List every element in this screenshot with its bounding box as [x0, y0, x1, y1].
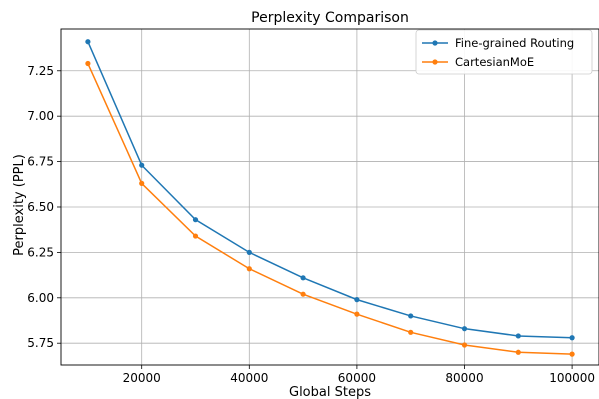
legend-marker-fine-grained-routing — [432, 40, 438, 46]
data-point-fine-grained-routing — [408, 313, 414, 319]
data-point-cartesianmoe — [139, 180, 145, 186]
data-point-fine-grained-routing — [85, 39, 91, 45]
x-axis-title: Global Steps — [289, 385, 371, 399]
series-line-cartesianmoe — [87, 63, 573, 355]
data-point-fine-grained-routing — [461, 326, 468, 332]
y-tick-label: 5.75 — [27, 336, 54, 350]
x-tick-label: 40000 — [230, 371, 268, 385]
legend-label-cartesianmoe: CartesianMoE — [455, 55, 534, 69]
data-point-cartesianmoe — [300, 291, 306, 297]
data-point-cartesianmoe — [569, 351, 575, 357]
x-tick-label: 20000 — [123, 371, 161, 385]
series-line-fine-grained-routing — [87, 41, 573, 339]
grid-lines — [61, 29, 599, 365]
series-lines — [85, 39, 575, 357]
x-tick-label: 60000 — [338, 371, 376, 385]
y-axis-title: Perplexity (PPL) — [12, 154, 27, 256]
data-point-fine-grained-routing — [192, 217, 199, 223]
y-tick-label: 7.25 — [27, 64, 54, 78]
data-point-cartesianmoe — [354, 311, 360, 317]
legend: Fine-grained Routing CartesianMoE — [415, 29, 593, 75]
data-point-cartesianmoe — [408, 329, 414, 335]
data-point-fine-grained-routing — [300, 275, 306, 281]
plot-area-frame — [60, 28, 599, 366]
data-point-fine-grained-routing — [354, 297, 360, 303]
x-tick-label: 100000 — [549, 371, 595, 385]
legend-box — [415, 29, 593, 75]
legend-marker-cartesianmoe — [432, 59, 438, 65]
chart-title: Perplexity Comparison — [251, 10, 409, 26]
data-point-fine-grained-routing — [246, 249, 252, 255]
data-point-cartesianmoe — [461, 342, 468, 348]
y-tick-label: 6.50 — [27, 200, 54, 214]
x-tick-label: 80000 — [445, 371, 483, 385]
legend-label-fine-grained-routing: Fine-grained Routing — [455, 36, 574, 50]
data-point-cartesianmoe — [515, 349, 521, 355]
data-point-cartesianmoe — [85, 60, 91, 67]
data-point-cartesianmoe — [192, 233, 199, 239]
data-point-fine-grained-routing — [515, 333, 521, 339]
y-tick-label: 6.75 — [27, 155, 54, 169]
data-point-fine-grained-routing — [139, 162, 145, 168]
y-tick-label: 6.00 — [27, 291, 54, 305]
y-tick-label: 6.25 — [27, 245, 54, 259]
data-point-fine-grained-routing — [569, 335, 575, 341]
y-tick-label: 7.00 — [27, 109, 54, 123]
data-point-cartesianmoe — [246, 266, 252, 272]
axis-ticks: 20000 40000 60000 80000 100000 5.75 6.00 6.25 6.… — [27, 64, 595, 385]
